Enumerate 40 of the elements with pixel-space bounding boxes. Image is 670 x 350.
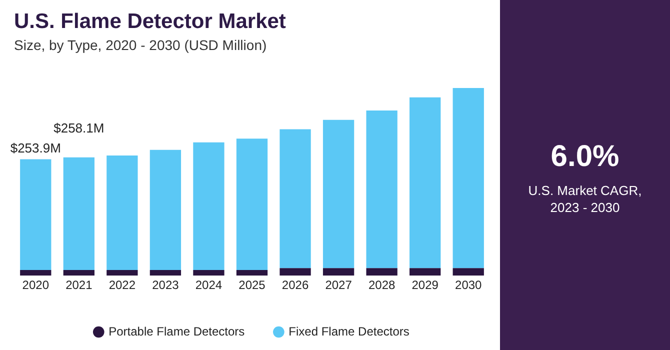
bar: [322, 120, 354, 268]
bar: [193, 142, 224, 270]
x-tick-label: 2023: [152, 278, 180, 292]
bar: [150, 270, 182, 276]
bar: [280, 129, 311, 268]
bar: [366, 110, 398, 268]
bar: [63, 157, 94, 270]
bar: [20, 270, 52, 276]
chart-subtitle: Size, by Type, 2020 - 2030 (USD Million): [14, 37, 267, 53]
annotation: $258.1M: [54, 120, 104, 136]
bar: [410, 97, 441, 268]
bar: [20, 159, 52, 270]
bar: [106, 270, 138, 276]
legend-label: Portable Flame Detectors: [108, 324, 245, 338]
bar: [63, 270, 94, 276]
x-tick-label: 2026: [282, 278, 309, 292]
x-tick-label: 2029: [412, 278, 439, 292]
x-tick-label: 2022: [108, 278, 136, 292]
x-tick-label: 2024: [195, 278, 222, 292]
x-tick-label: 2030: [455, 278, 482, 292]
bar: [410, 268, 441, 276]
x-tick-label: 2028: [368, 278, 396, 292]
side-panel: 6.0% U.S. Market CAGR, 2023 - 2030: [500, 0, 670, 350]
x-tick-label: 2027: [325, 278, 352, 292]
bar: [452, 268, 484, 276]
bar: [193, 270, 224, 276]
bar: [150, 150, 182, 270]
x-tick-label: 2025: [238, 278, 266, 292]
legend-label: Fixed Flame Detectors: [288, 324, 410, 338]
bar: [452, 88, 484, 268]
bar: [366, 268, 398, 276]
bar: [236, 138, 268, 270]
bar: [280, 268, 311, 276]
bar: [322, 268, 354, 276]
annotation: $253.9M: [10, 140, 61, 156]
chart-title: U.S. Flame Detector Market: [14, 10, 286, 34]
bar: [106, 156, 138, 270]
x-tick-label: 2021: [66, 278, 93, 292]
bar: [236, 270, 268, 276]
x-tick-label: 2020: [22, 278, 50, 292]
